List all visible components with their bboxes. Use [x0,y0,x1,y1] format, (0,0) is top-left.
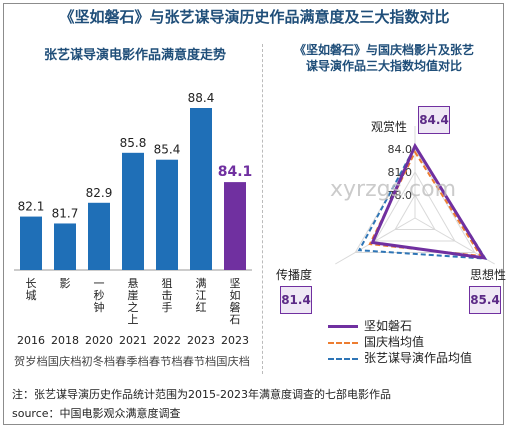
chart-frame [3,3,504,425]
category-label: 影 [60,277,71,290]
bar [54,223,76,270]
bar [122,152,144,270]
data-label: 82.1 [18,200,45,214]
value-box-ideological: 85.4 [469,286,501,314]
value-box-spread: 81.4 [280,286,312,314]
radar-grid-ring [394,193,436,230]
season-row: 贺岁档国庆档初冬档春季档春节档春节档国庆档 [14,354,250,368]
bar [20,216,42,270]
legend-item-director: 张艺谋导演作品均值 [328,350,472,366]
footnote: 注：张艺谋导演历史作品统计范围为2015-2023年满意度调查的七部电影作品 [12,388,391,401]
year-label: 2020 [85,334,113,347]
category-label: 狙击手 [162,277,173,314]
year-label: 2023 [187,334,215,347]
year-label: 2016 [17,334,45,347]
watermark: xyrzgs.com [330,177,456,202]
category-label: 长城 [26,277,37,302]
source-note: source：中国电影观众满意度调查 [12,407,181,420]
axis-label-ornamental: 观赏性 [371,120,408,134]
page-title: 《坚如磐石》与张艺谋导演历史作品满意度及三大指数对比 [59,8,450,26]
radar-grid-ring [374,170,456,242]
year-label: 2021 [119,334,147,347]
chart-divider [262,44,263,374]
bar [156,159,178,270]
bar [88,202,110,270]
bar [224,182,246,270]
radar-legend: 坚如磐石 国庆档均值 张艺谋导演作品均值 [328,318,472,366]
radar-series-target [370,142,487,260]
value-box-ornamental: 84.4 [418,106,450,134]
radar-series-national-day [368,150,483,258]
year-label: 2023 [221,334,249,347]
data-label: 88.4 [188,91,215,105]
radar-tick-label: 84.0 [388,143,413,156]
legend-item-national-day: 国庆档均值 [328,334,472,350]
data-label: 82.9 [86,186,113,200]
year-label: 2018 [51,334,79,347]
bar-chart-title: 张艺谋导演电影作品满意度走势 [43,48,226,63]
year-label: 2022 [153,334,181,347]
category-label: 坚如磐石 [230,277,241,326]
axis-label-ideological: 思想性 [470,268,507,282]
axis-label-spread: 传播度 [276,268,313,282]
radar-chart-title: 《坚如磐石》与国庆档影片及张艺 谋导演作品三大指数均值对比 [293,43,474,73]
bar [190,108,212,270]
data-label: 84.1 [218,164,253,180]
data-label: 85.8 [120,136,147,150]
legend-item-target: 坚如磐石 [328,318,472,334]
category-label: 悬崖之上 [128,277,139,326]
radar-spoke [335,217,416,265]
data-label: 81.7 [52,206,79,220]
category-label: 一秒钟 [94,277,105,314]
category-label: 满江红 [196,277,207,314]
data-label: 85.4 [154,143,181,157]
